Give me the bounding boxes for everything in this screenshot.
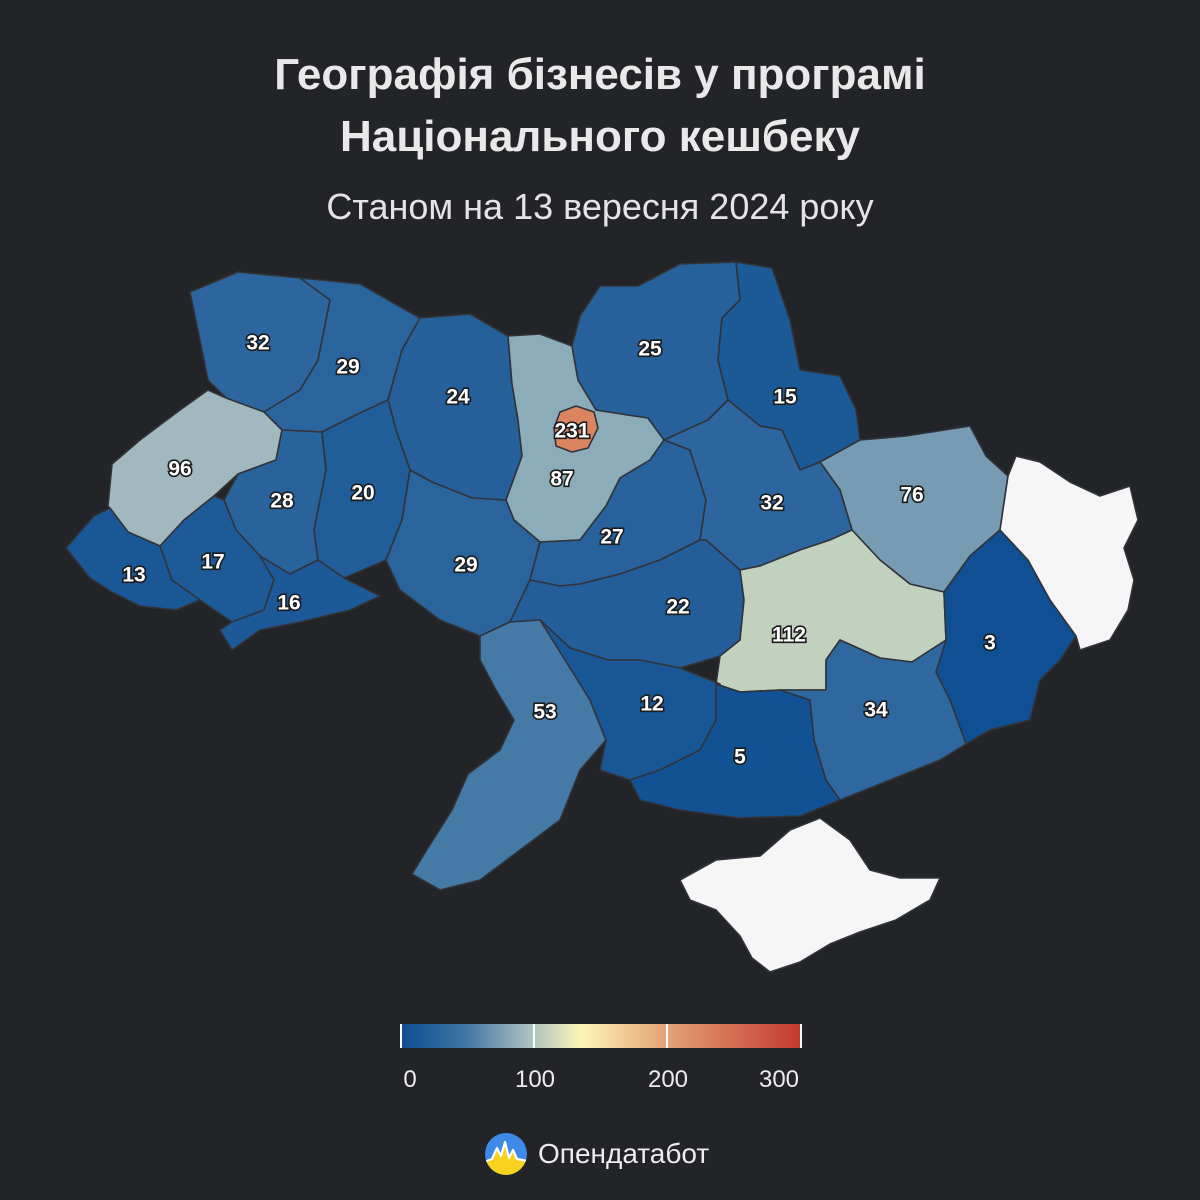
region-label-sumy: 15 xyxy=(773,386,797,409)
opendatabot-logo-icon xyxy=(485,1133,527,1175)
brand-name: Опендатабот xyxy=(538,1138,710,1169)
region-label-zhytomyr: 24 xyxy=(446,386,470,409)
region-vinnytsia xyxy=(385,469,541,637)
page-subtitle: Станом на 13 вересня 2024 року xyxy=(326,186,874,227)
region-label-odesa: 53 xyxy=(533,701,556,724)
legend-label-100: 100 xyxy=(514,1066,556,1093)
region-luhansk xyxy=(999,455,1139,651)
page-title: Географія бізнесів у програмі Національн… xyxy=(0,44,1200,168)
legend-label-0: 0 xyxy=(403,1066,417,1093)
region-label-cherkasy: 27 xyxy=(600,526,623,549)
region-label-donetsk: 3 xyxy=(984,632,996,655)
legend-gradient-bar xyxy=(400,1024,802,1048)
legend-tick-100 xyxy=(533,1024,535,1048)
region-kyiv-city xyxy=(553,405,599,453)
region-label-kyiv-oblast: 87 xyxy=(550,468,573,491)
region-label-chernivtsi: 16 xyxy=(277,592,300,615)
region-crimea xyxy=(679,817,941,973)
region-zaporizhzhia xyxy=(779,639,967,801)
region-label-zakarpattia: 13 xyxy=(122,564,145,587)
ukraine-choropleth-map: 32 29 24 87 231 25 15 76 96 28 20 29 27 32 13 17 16 22 112… xyxy=(65,261,1139,973)
region-label-ivano-frankivsk: 17 xyxy=(201,551,224,574)
title-line-1: Географія бізнесів у програмі xyxy=(274,50,926,99)
legend-tick-200 xyxy=(666,1024,668,1048)
region-label-zaporizhzhia: 34 xyxy=(864,699,888,722)
region-chernivtsi xyxy=(219,555,381,651)
color-legend: 0 100 200 300 xyxy=(400,1024,804,1124)
region-label-rivne: 29 xyxy=(336,356,359,379)
region-label-kharkiv: 76 xyxy=(900,484,923,507)
legend-label-200: 200 xyxy=(647,1066,689,1093)
region-label-lviv: 96 xyxy=(168,458,191,481)
region-label-kyiv-city: 231 xyxy=(554,420,589,443)
title-line-2: Національного кешбеку xyxy=(339,112,861,161)
region-label-dnipropetrovsk: 112 xyxy=(772,624,806,647)
region-label-ternopil: 28 xyxy=(270,490,294,513)
region-label-khmelnytskyi: 20 xyxy=(351,482,374,505)
brand: Опендатабот xyxy=(484,1132,709,1176)
legend-tick-0 xyxy=(400,1024,402,1048)
region-label-kirovohrad: 22 xyxy=(666,596,689,619)
region-label-kherson: 5 xyxy=(734,746,746,769)
region-label-volyn: 32 xyxy=(246,332,269,355)
region-label-mykolaiv: 12 xyxy=(640,693,663,716)
legend-label-300: 300 xyxy=(758,1066,800,1093)
region-label-chernihiv: 25 xyxy=(638,338,662,361)
region-label-vinnytsia: 29 xyxy=(454,554,477,577)
region-label-poltava: 32 xyxy=(760,492,783,515)
legend-tick-300 xyxy=(800,1024,802,1048)
